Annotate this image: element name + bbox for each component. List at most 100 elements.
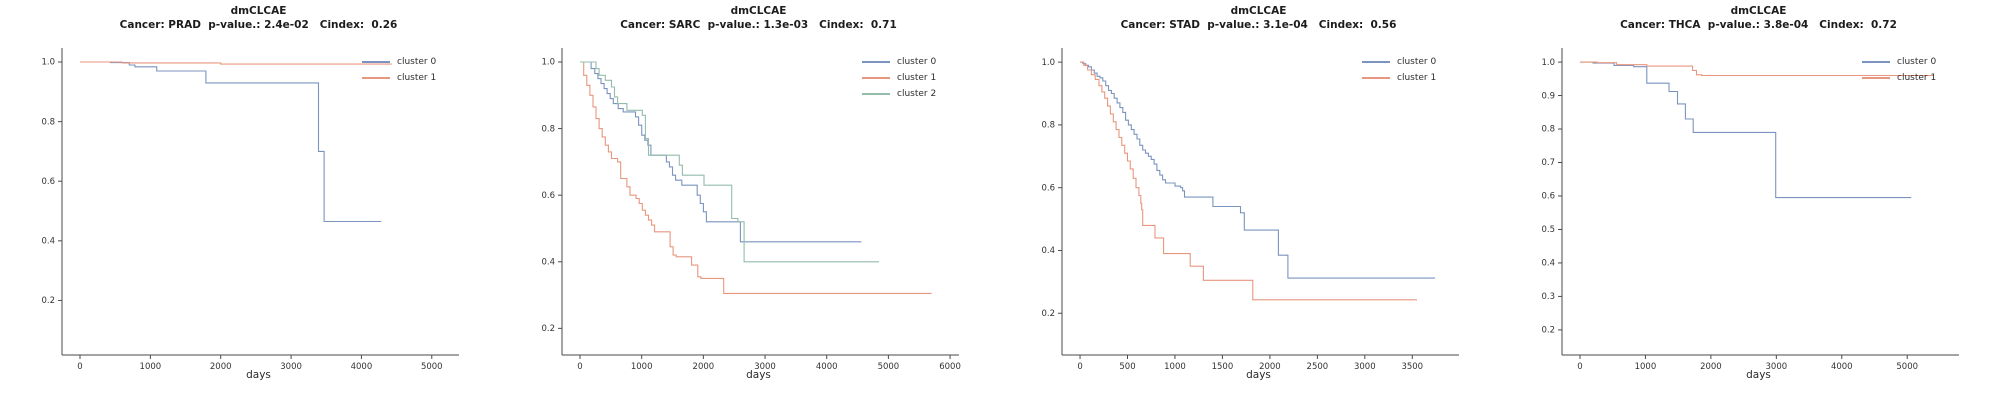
legend-line-swatch <box>1362 61 1390 63</box>
y-tick-label: 0.2 <box>1041 309 1055 319</box>
legend-line-swatch <box>862 77 890 79</box>
chart-title: dmCLCAE <box>1230 5 1287 17</box>
km-panel-prad: dmCLCAE Cancer: PRAD p-value.: 2.4e-02 C… <box>0 0 500 400</box>
legend: cluster 0 cluster 1 <box>1862 54 1936 86</box>
y-tick-label: 0.4 <box>541 257 555 267</box>
x-axis-label: days <box>246 369 271 381</box>
legend-label: cluster 0 <box>1897 57 1937 67</box>
legend-item: cluster 0 <box>1362 54 1436 70</box>
legend: cluster 0 cluster 1 cluster 2 <box>862 54 936 102</box>
y-tick-label: 1.0 <box>41 58 55 68</box>
chart-subtitle: Cancer: SARC p-value.: 1.3e-03 Cindex: 0… <box>620 19 897 31</box>
x-tick-label: 1500 <box>1212 362 1234 372</box>
x-tick-label: 3000 <box>754 362 776 372</box>
x-axis-label: days <box>1246 369 1271 381</box>
km-curve-cluster-0 <box>80 61 382 223</box>
legend-line-swatch <box>362 77 390 79</box>
x-axis-label: days <box>1746 369 1771 381</box>
y-tick-label: 1.0 <box>1041 58 1055 68</box>
y-tick-label: 0.9 <box>1541 91 1555 101</box>
x-tick-label: 0 <box>77 362 82 372</box>
chart-subtitle: Cancer: STAD p-value.: 3.1e-04 Cindex: 0… <box>1120 19 1397 31</box>
chart-title: dmCLCAE <box>730 5 787 17</box>
y-tick-label: 1.0 <box>541 58 555 68</box>
km-curve-cluster-1 <box>80 61 392 65</box>
y-tick-label: 0.4 <box>1041 246 1055 256</box>
x-tick-label: 3000 <box>1766 362 1788 372</box>
x-tick-label: 0 <box>577 362 582 372</box>
y-tick-label: 1.0 <box>1541 58 1555 68</box>
legend-item: cluster 1 <box>1362 70 1436 86</box>
legend-item: cluster 0 <box>1862 54 1936 70</box>
km-panel-stad: dmCLCAE Cancer: STAD p-value.: 3.1e-04 C… <box>1000 0 1500 400</box>
y-tick-label: 0.3 <box>1541 292 1555 302</box>
km-curve-cluster-1 <box>580 61 932 294</box>
legend-label: cluster 1 <box>397 73 437 83</box>
y-tick-label: 0.2 <box>541 324 555 334</box>
x-tick-label: 5000 <box>421 362 443 372</box>
legend-item: cluster 0 <box>862 54 936 70</box>
km-curve-cluster-1 <box>1080 61 1417 301</box>
x-tick-label: 0 <box>1577 362 1582 372</box>
chart-subtitle: Cancer: THCA p-value.: 3.8e-04 Cindex: 0… <box>1620 19 1897 31</box>
x-tick-label: 3500 <box>1401 362 1423 372</box>
legend: cluster 0 cluster 1 <box>362 54 436 86</box>
y-tick-label: 0.6 <box>541 191 555 201</box>
y-tick-label: 0.8 <box>41 117 55 127</box>
km-panel-thca: dmCLCAE Cancer: THCA p-value.: 3.8e-04 C… <box>1500 0 2000 400</box>
legend-item: cluster 2 <box>862 86 936 102</box>
x-tick-label: 4000 <box>816 362 838 372</box>
y-tick-label: 0.4 <box>41 237 55 247</box>
km-curve-cluster-0 <box>1080 61 1436 279</box>
km-curve-cluster-0 <box>580 61 862 243</box>
legend-label: cluster 0 <box>1397 57 1437 67</box>
x-tick-label: 500 <box>1119 362 1135 372</box>
x-tick-label: 4000 <box>1831 362 1853 372</box>
legend-label: cluster 0 <box>397 57 437 67</box>
km-plot-stad: 1.0 0.8 0.6 0.4 0.2 0 500 1000 1500 2000 2500 3000 3… <box>1041 48 1459 372</box>
x-tick-label: 6000 <box>939 362 961 372</box>
y-tick-label: 0.6 <box>1541 192 1555 202</box>
legend-label: cluster 0 <box>897 57 937 67</box>
x-tick-label: 0 <box>1077 362 1082 372</box>
x-tick-label: 1000 <box>1635 362 1657 372</box>
chart-title: dmCLCAE <box>1730 5 1787 17</box>
km-plot-prad: 1.0 0.8 0.6 0.4 0.2 0 1000 2000 3000 4000 5000 <box>41 48 459 372</box>
x-tick-label: 3000 <box>1354 362 1376 372</box>
x-axis-label: days <box>746 369 771 381</box>
legend-label: cluster 1 <box>897 73 937 83</box>
y-tick-label: 0.4 <box>1541 259 1555 269</box>
chart-subtitle: Cancer: PRAD p-value.: 2.4e-02 Cindex: 0… <box>119 19 398 31</box>
x-tick-label: 2500 <box>1307 362 1329 372</box>
y-tick-label: 0.8 <box>1541 125 1555 135</box>
km-curve-cluster-2 <box>580 61 880 263</box>
y-tick-label: 0.8 <box>1041 121 1055 131</box>
y-tick-label: 0.2 <box>41 296 55 306</box>
km-plot-thca: 1.0 0.9 0.8 0.7 0.6 0.5 0.4 0.3 0.2 0 1000 2000 3000… <box>1541 48 1959 372</box>
x-tick-label: 2000 <box>1259 362 1281 372</box>
km-plot-sarc: 1.0 0.8 0.6 0.4 0.2 0 1000 2000 3000 4000 5000 6000 <box>541 48 961 372</box>
x-tick-label: 5000 <box>1896 362 1918 372</box>
y-tick-label: 0.8 <box>541 124 555 134</box>
x-tick-label: 4000 <box>351 362 373 372</box>
x-tick-label: 2000 <box>693 362 715 372</box>
x-tick-label: 5000 <box>878 362 900 372</box>
y-tick-label: 0.7 <box>1541 158 1555 168</box>
x-tick-label: 1000 <box>1164 362 1186 372</box>
legend-label: cluster 1 <box>1397 73 1437 83</box>
y-tick-label: 0.6 <box>1041 183 1055 193</box>
legend-line-swatch <box>1362 77 1390 79</box>
legend-item: cluster 1 <box>1862 70 1936 86</box>
legend-item: cluster 0 <box>362 54 436 70</box>
x-tick-label: 3000 <box>280 362 302 372</box>
x-tick-label: 2000 <box>1700 362 1722 372</box>
y-tick-label: 0.6 <box>41 177 55 187</box>
km-panel-sarc: dmCLCAE Cancer: SARC p-value.: 1.3e-03 C… <box>500 0 1000 400</box>
x-tick-label: 1000 <box>140 362 162 372</box>
chart-title: dmCLCAE <box>230 5 287 17</box>
legend-item: cluster 1 <box>362 70 436 86</box>
legend-item: cluster 1 <box>862 70 936 86</box>
y-tick-label: 0.2 <box>1541 326 1555 336</box>
km-curve-cluster-1 <box>1580 61 1934 77</box>
